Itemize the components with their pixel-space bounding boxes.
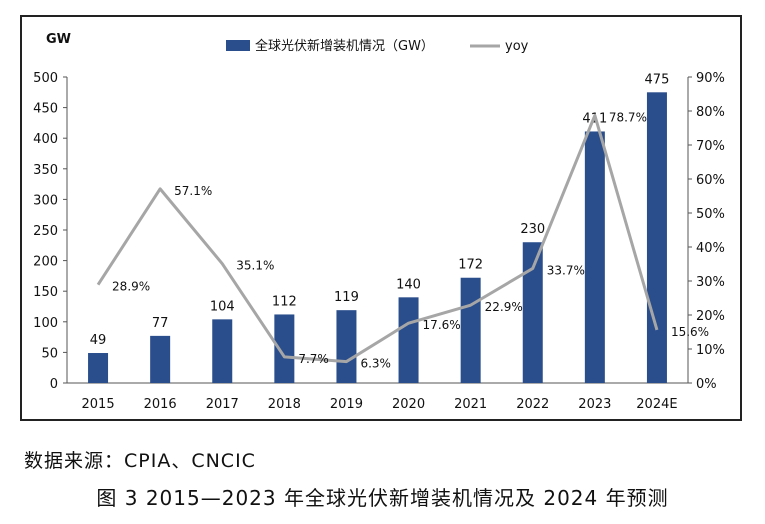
yoy-value-label: 17.6% xyxy=(423,318,461,332)
right-tick-label: 20% xyxy=(696,309,725,324)
x-tick-label: 2015 xyxy=(82,397,115,412)
left-tick-label: 400 xyxy=(33,132,58,147)
yoy-value-label: 22.9% xyxy=(485,300,523,314)
bar-value-label: 112 xyxy=(272,294,297,309)
x-tick-label: 2020 xyxy=(392,397,425,412)
right-tick-label: 60% xyxy=(696,173,725,188)
yoy-value-label: 33.7% xyxy=(547,263,585,277)
bar-value-label: 104 xyxy=(210,299,235,314)
x-tick-label: 2021 xyxy=(454,397,487,412)
yoy-line xyxy=(96,113,659,364)
left-axis-unit: GW xyxy=(46,32,71,47)
yoy-value-label: 78.7% xyxy=(609,110,647,124)
bar-value-label: 49 xyxy=(90,333,107,348)
source-note: 数据来源：CPIA、CNCIC xyxy=(24,450,256,472)
yoy-value-label: 57.1% xyxy=(174,184,212,198)
bar xyxy=(522,242,543,383)
bar-value-label: 475 xyxy=(645,72,670,87)
x-tick-label: 2022 xyxy=(516,397,549,412)
left-tick-label: 500 xyxy=(33,71,58,86)
bar-value-label: 230 xyxy=(520,222,545,237)
left-tick-label: 150 xyxy=(33,285,58,300)
x-tick-label: 2017 xyxy=(206,397,239,412)
right-tick-label: 90% xyxy=(696,71,725,86)
left-tick-label: 250 xyxy=(33,224,58,239)
left-tick-label: 350 xyxy=(33,163,58,178)
figure-caption: 图 3 2015—2023 年全球光伏新增装机情况及 2024 年预测 xyxy=(96,486,669,510)
bar-value-label: 77 xyxy=(152,316,169,331)
bar xyxy=(646,92,667,384)
bar-value-label: 140 xyxy=(396,277,421,292)
x-tick-label: 2018 xyxy=(268,397,301,412)
legend-bar-swatch xyxy=(226,40,250,51)
yoy-value-label: 28.9% xyxy=(112,280,150,294)
left-tick-label: 100 xyxy=(33,316,58,331)
bar xyxy=(336,310,357,383)
left-tick-label: 450 xyxy=(33,102,58,117)
left-tick-label: 200 xyxy=(33,255,58,270)
bar xyxy=(460,277,481,383)
bar xyxy=(398,297,419,383)
yoy-value-label: 35.1% xyxy=(236,259,274,273)
bar-value-label: 172 xyxy=(458,258,483,273)
right-tick-label: 80% xyxy=(696,105,725,120)
legend-line-label: yoy xyxy=(505,39,529,54)
left-tick-label: 0 xyxy=(50,377,58,392)
yoy-value-label: 6.3% xyxy=(360,357,391,371)
legend-bar-label: 全球光伏新增装机情况（GW） xyxy=(255,38,434,54)
bar xyxy=(274,314,295,383)
bar xyxy=(150,335,171,383)
right-tick-label: 0% xyxy=(696,377,717,392)
right-tick-label: 70% xyxy=(696,139,725,154)
x-tick-label: 2023 xyxy=(578,397,611,412)
left-tick-label: 50 xyxy=(41,346,58,361)
right-tick-label: 30% xyxy=(696,275,725,290)
bar xyxy=(88,353,109,383)
x-tick-label: 2019 xyxy=(330,397,363,412)
yoy-value-label: 15.6% xyxy=(671,325,709,339)
chart-svg: 0 50 100 150 200 250 300 350 400 450 500 0% 10% 20% 30… xyxy=(33,32,725,412)
yoy-value-label: 7.7% xyxy=(298,352,329,366)
right-tick-label: 50% xyxy=(696,207,725,222)
bar xyxy=(212,319,233,383)
bar xyxy=(584,131,605,383)
bar-value-label: 119 xyxy=(334,290,359,305)
x-tick-label: 2024E xyxy=(636,397,677,412)
right-tick-label: 40% xyxy=(696,241,725,256)
left-tick-label: 300 xyxy=(33,193,58,208)
x-tick-label: 2016 xyxy=(144,397,177,412)
right-tick-label: 10% xyxy=(696,343,725,358)
